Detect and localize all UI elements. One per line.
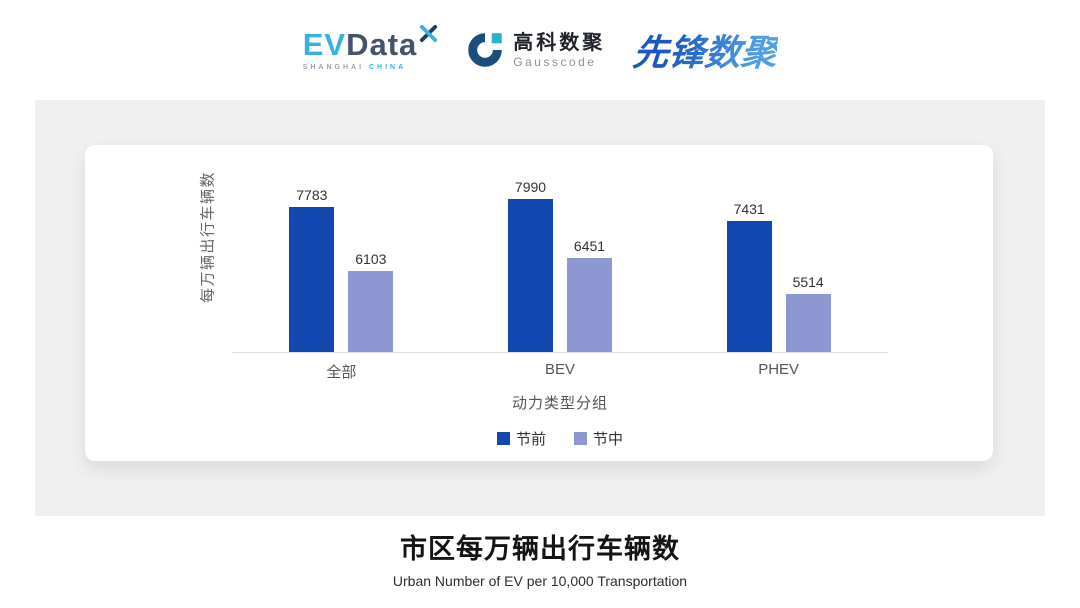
gausscode-text: 高科数聚 Gausscode <box>513 32 605 69</box>
header-logos: EV Data SHANGHAI CHINA 高科数聚 Gausscode 先锋数… <box>0 14 1080 86</box>
bar-wrap: 7431 <box>726 201 772 352</box>
value-label: 6103 <box>355 251 387 267</box>
category-axis: 全部 BEV PHEV <box>232 361 888 382</box>
evdata-wordmark-ev: EV <box>302 27 347 62</box>
x-axis-title: 动力类型分组 <box>511 395 608 412</box>
footer: 市区每万辆出行车辆数 Urban Number of EV per 10,000… <box>0 527 1080 589</box>
chart-panel: 每万辆出行车辆数 7783 6103 7990 6451 7431 5514 全部 BEV P… <box>35 100 1045 516</box>
category-label-BEV: BEV <box>544 361 575 378</box>
bar-group-PHEV: 7431 5514 <box>726 201 831 352</box>
chart-card: 每万辆出行车辆数 7783 6103 7990 6451 7431 5514 全部 BEV P… <box>85 145 993 461</box>
bar-wrap: 5514 <box>785 274 831 352</box>
evdata-wordmark-data: Data <box>346 27 418 62</box>
y-axis-label: 每万辆出行车辆数 <box>199 170 217 304</box>
bar-节中-PHEV[interactable] <box>785 294 831 352</box>
page-title: 市区每万辆出行车辆数 <box>400 534 680 564</box>
evdata-star-icon <box>420 24 438 43</box>
chart-area: 7783 6103 7990 6451 7431 5514 全部 BEV PHEV 动力类型分… <box>232 179 888 449</box>
legend: 节前 节中 <box>232 428 888 449</box>
value-label: 5514 <box>792 274 824 290</box>
gausscode-name-en: Gausscode <box>513 54 597 69</box>
gausscode-logo: 高科数聚 Gausscode <box>466 31 605 69</box>
plot-area: 7783 6103 7990 6451 7431 5514 <box>232 179 888 353</box>
bar-group-BEV: 7990 6451 <box>507 179 612 352</box>
bar-节前-全部[interactable] <box>289 207 335 352</box>
legend-item-节前[interactable]: 节前 <box>496 428 546 449</box>
evdata-tagline-left: SHANGHAI <box>302 64 365 71</box>
evdata-wordmark: EV Data <box>302 24 439 62</box>
evdata-tagline-right: CHINA <box>369 64 407 71</box>
value-label: 7783 <box>296 187 328 203</box>
bar-节前-BEV[interactable] <box>507 199 553 352</box>
gausscode-g-icon <box>468 33 503 67</box>
evdata-tagline: SHANGHAI CHINA <box>303 64 439 71</box>
gausscode-name-cn: 高科数聚 <box>513 31 606 54</box>
value-label: 7990 <box>514 179 547 195</box>
bar-wrap: 7783 <box>289 187 335 352</box>
value-label: 6451 <box>573 238 606 254</box>
bar-wrap: 6103 <box>348 251 394 352</box>
bar-节中-BEV[interactable] <box>566 258 612 352</box>
xianfeng-logo: 先锋数聚 <box>631 24 780 76</box>
bar-节中-全部[interactable] <box>348 271 394 352</box>
bar-group-全部: 7783 6103 <box>289 187 394 352</box>
page-subtitle: Urban Number of EV per 10,000 Transporta… <box>392 573 688 589</box>
category-label-PHEV: PHEV <box>758 361 800 378</box>
bar-wrap: 6451 <box>566 238 612 352</box>
legend-swatch <box>496 432 510 445</box>
legend-label: 节中 <box>593 431 624 448</box>
category-label-全部: 全部 <box>326 364 357 381</box>
evdata-logo: EV Data SHANGHAI CHINA <box>302 24 439 71</box>
bar-wrap: 7990 <box>507 179 553 352</box>
value-label: 7431 <box>733 201 765 217</box>
legend-label: 节前 <box>515 431 546 448</box>
legend-swatch <box>574 432 587 445</box>
bar-节前-PHEV[interactable] <box>726 221 772 352</box>
legend-item-节中[interactable]: 节中 <box>574 428 623 449</box>
